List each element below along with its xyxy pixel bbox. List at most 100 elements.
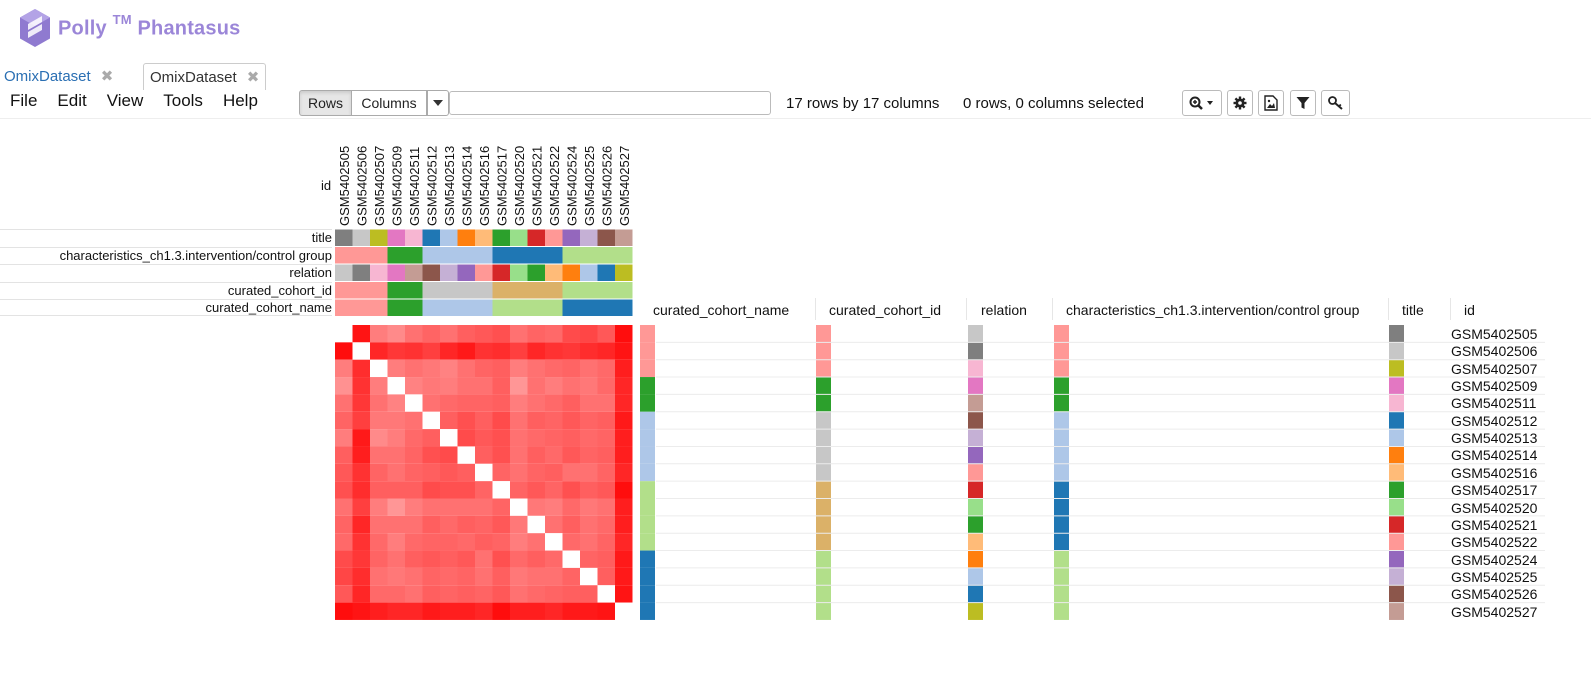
heatmap-cell[interactable] [475, 411, 493, 430]
heatmap-cell[interactable] [562, 411, 581, 430]
row-id-label[interactable]: GSM5402521 [1451, 516, 1538, 533]
heatmap-cell[interactable] [352, 602, 371, 620]
heatmap-cell[interactable] [335, 602, 353, 620]
heatmap-cell[interactable] [580, 342, 598, 360]
row-annotation-cell[interactable] [968, 533, 983, 551]
heatmap-cell[interactable] [352, 515, 371, 534]
heatmap-cell[interactable] [527, 463, 546, 482]
heatmap-cell[interactable] [370, 533, 388, 551]
heatmap-cell[interactable] [545, 359, 563, 378]
column-annotation-cell[interactable] [352, 264, 371, 282]
heatmap-cell[interactable] [422, 325, 441, 343]
row-annotation-cell[interactable] [968, 411, 983, 430]
heatmap-cell[interactable] [615, 533, 633, 551]
column-annotation-cell[interactable] [422, 299, 441, 317]
heatmap-cell[interactable] [492, 481, 511, 499]
column-annotation-cell[interactable] [422, 247, 441, 264]
column-annotation-cell[interactable] [597, 247, 616, 264]
row-annotation-cell[interactable] [1389, 446, 1404, 464]
heatmap-cell[interactable] [510, 446, 528, 464]
heatmap-cell[interactable] [562, 498, 581, 516]
heatmap-cell[interactable] [597, 567, 616, 586]
heatmap-cell[interactable] [352, 567, 371, 586]
heatmap-cell[interactable] [597, 411, 616, 430]
column-annotation-cell[interactable] [545, 264, 563, 282]
heatmap-cell[interactable] [510, 585, 528, 603]
menu-edit[interactable]: Edit [57, 91, 87, 110]
heatmap-cell[interactable] [492, 446, 511, 464]
column-id-label-8[interactable]: GSM5402516 [477, 146, 492, 226]
heatmap-cell[interactable] [562, 533, 581, 551]
column-annotation-cell[interactable] [492, 247, 511, 264]
heatmap-cell[interactable] [440, 463, 458, 482]
heatmap-cell[interactable] [475, 533, 493, 551]
row-annotation-cell[interactable] [640, 359, 655, 378]
row-annotation-cell[interactable] [640, 567, 655, 586]
heatmap-cell[interactable] [597, 463, 616, 482]
row-id-label[interactable]: GSM5402514 [1451, 447, 1538, 464]
row-annotation-cell[interactable] [1389, 550, 1404, 568]
heatmap-cell[interactable] [387, 446, 406, 464]
heatmap-cell[interactable] [510, 325, 528, 343]
heatmap-cell[interactable] [615, 411, 633, 430]
heatmap-cell[interactable] [440, 446, 458, 464]
column-id-label-0[interactable]: GSM5402505 [337, 146, 352, 226]
heatmap-cell[interactable] [492, 325, 511, 343]
row-annotation-cell[interactable] [816, 498, 831, 516]
column-annotation-cell[interactable] [580, 282, 598, 299]
heatmap-cell[interactable] [615, 342, 633, 360]
heatmap-cell[interactable] [545, 498, 563, 516]
heatmap-cell[interactable] [615, 325, 633, 343]
column-annotation-cell[interactable] [457, 264, 476, 282]
heatmap-cell[interactable] [475, 359, 493, 378]
row-annotation-cell[interactable] [816, 533, 831, 551]
filter-button[interactable] [1290, 90, 1316, 116]
heatmap-cell[interactable] [422, 359, 441, 378]
row-annotation-cell[interactable] [1389, 602, 1404, 620]
heatmap-cell[interactable] [562, 446, 581, 464]
heatmap-cell[interactable] [335, 498, 353, 516]
heatmap-cell[interactable] [510, 550, 528, 568]
row-id-label[interactable]: GSM5402520 [1451, 499, 1538, 516]
column-annotation-cell[interactable] [562, 299, 581, 317]
heatmap-cell[interactable] [615, 377, 633, 395]
row-annotation-cell[interactable] [816, 585, 831, 603]
column-annotation-cell[interactable] [475, 229, 493, 247]
heatmap-cell[interactable] [387, 342, 406, 360]
column-annotation-cell[interactable] [615, 264, 633, 282]
column-annotation-cell[interactable] [492, 299, 511, 317]
heatmap-cell[interactable] [475, 515, 493, 534]
row-annotation-cell[interactable] [1389, 585, 1404, 603]
heatmap-cell[interactable] [405, 533, 423, 551]
heatmap-cell[interactable] [422, 342, 441, 360]
heatmap-cell[interactable] [352, 446, 371, 464]
heatmap-cell[interactable] [562, 463, 581, 482]
column-annotation-cell[interactable] [545, 299, 563, 317]
column-annotation-cell[interactable] [492, 229, 511, 247]
heatmap-cell[interactable] [597, 429, 616, 447]
heatmap-cell[interactable] [405, 342, 423, 360]
row-annotation-cell[interactable] [1054, 481, 1069, 499]
heatmap-cell[interactable] [492, 429, 511, 447]
zoom-button[interactable] [1182, 90, 1222, 116]
heatmap-cell[interactable] [527, 533, 546, 551]
heatmap-cell[interactable] [580, 429, 598, 447]
row-annotation-cell[interactable] [1389, 533, 1404, 551]
column-annotation-cell[interactable] [580, 229, 598, 247]
row-annotation-cell[interactable] [816, 515, 831, 534]
heatmap-cell[interactable] [422, 394, 441, 412]
heatmap-cell[interactable] [580, 446, 598, 464]
heatmap-cell[interactable] [527, 585, 546, 603]
heatmap-cell[interactable] [580, 411, 598, 430]
heatmap-cell[interactable] [457, 550, 476, 568]
column-id-label-1[interactable]: GSM5402506 [354, 146, 369, 226]
column-annotation-cell[interactable] [510, 282, 528, 299]
heatmap-cell[interactable] [597, 377, 616, 395]
heatmap-cell[interactable] [370, 342, 388, 360]
row-annotation-cell[interactable] [968, 446, 983, 464]
heatmap-cell[interactable] [352, 463, 371, 482]
heatmap-cell[interactable] [597, 498, 616, 516]
heatmap-cell[interactable] [405, 377, 423, 395]
heatmap-cell[interactable] [615, 585, 633, 603]
heatmap-cell[interactable] [370, 498, 388, 516]
